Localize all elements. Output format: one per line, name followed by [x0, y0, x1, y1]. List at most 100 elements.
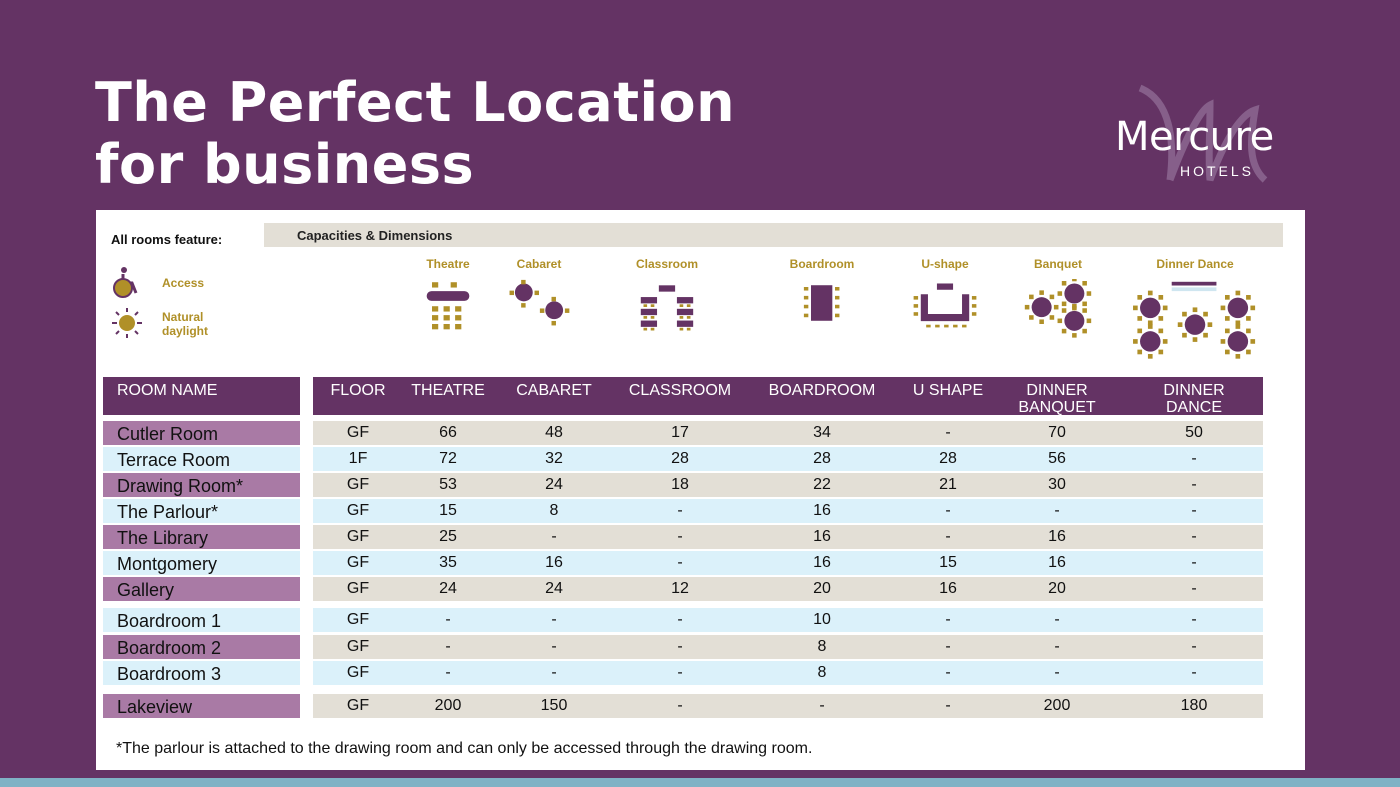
table-cell: -: [677, 697, 683, 714]
table-cell: 22: [813, 476, 831, 493]
access-label: Access: [162, 276, 205, 290]
table-cell: 16: [1048, 554, 1066, 571]
table-cell: 200: [434, 697, 462, 714]
logo-m-mark-icon: [1138, 84, 1268, 183]
table-cell: 180: [1180, 697, 1208, 714]
table-cell: 24: [545, 476, 563, 493]
mercure-logo: Mercure HOTELS: [1110, 80, 1320, 185]
table-cell: 24: [439, 580, 457, 597]
layout-banquet: Banquet: [1020, 257, 1096, 339]
title-line-1: The Perfect Location: [95, 71, 736, 134]
table-cell: GF: [346, 554, 370, 571]
theatre-layout-icon: [426, 282, 470, 330]
table-cell: GF: [346, 638, 370, 655]
table-cell: -: [677, 664, 683, 681]
table-cell: 16: [939, 580, 957, 597]
table-cell: GF: [346, 476, 370, 493]
table-cell: -: [551, 528, 557, 545]
daylight-label-1: Natural: [162, 310, 204, 324]
table-cell: -: [1191, 554, 1197, 571]
layout-label: Banquet: [1034, 257, 1082, 271]
table-cell: GF: [346, 424, 370, 441]
table-cell: 50: [1185, 424, 1203, 441]
layout-theatre: Theatre: [424, 257, 472, 337]
table-cell: -: [677, 554, 683, 571]
table-row: GF 25 - - 16 - 16 -: [313, 525, 1263, 549]
table-cell: 25: [439, 528, 457, 545]
capacity-card: All rooms feature: Capacities & Dimensio…: [96, 210, 1305, 770]
table-cell: -: [945, 502, 951, 519]
table-cell: 16: [813, 554, 831, 571]
table-cell: 32: [545, 450, 563, 467]
table-cell: 24: [545, 580, 563, 597]
table-cell: -: [945, 697, 951, 714]
column-header: U SHAPE: [912, 382, 984, 399]
column-header: DINNER DANCE: [1163, 382, 1225, 416]
table-cell: 8: [817, 664, 827, 681]
table-row: GF 35 16 - 16 15 16 -: [313, 551, 1263, 575]
table-cell: 8: [817, 638, 827, 655]
sun-icon: [112, 308, 142, 338]
banquet-layout-icon: [1024, 279, 1092, 338]
table-cell: -: [945, 424, 951, 441]
column-header: DINNER BANQUET: [1018, 382, 1096, 416]
access-legend: Access: [110, 267, 204, 302]
capacities-title: Capacities & Dimensions: [264, 223, 1283, 247]
room-name: Boardroom 2: [103, 635, 300, 659]
boardroom-layout-icon: [804, 285, 840, 321]
table-cell: GF: [346, 580, 370, 597]
table-row: GF 53 24 18 22 21 30 -: [313, 473, 1263, 497]
column-header: CABARET: [516, 382, 592, 399]
table-cell: 35: [439, 554, 457, 571]
table-cell: -: [1191, 638, 1197, 655]
table-cell: -: [551, 638, 557, 655]
table-cell: -: [551, 611, 557, 628]
table-cell: 20: [813, 580, 831, 597]
table-cell: 66: [439, 424, 457, 441]
column-header: CLASSROOM: [628, 382, 732, 399]
room-name: The Library: [103, 525, 300, 549]
table-cell: 28: [813, 450, 831, 467]
table-cell: -: [1054, 502, 1060, 519]
table-header: FLOOR THEATRE CABARET CLASSROOM BOARDROOM U S…: [313, 377, 1263, 416]
dinner-dance-layout-icon: [1133, 281, 1256, 359]
table-cell: -: [551, 664, 557, 681]
table-cell: 28: [671, 450, 689, 467]
table-row: GF - - - 8 - - -: [313, 661, 1263, 685]
table-cell: 12: [671, 580, 689, 597]
column-header: THEATRE: [411, 382, 485, 399]
table-cell: -: [1191, 502, 1197, 519]
daylight-label-2: daylight: [162, 324, 209, 338]
layout-classroom: Classroom: [636, 257, 698, 335]
table-row: GF 66 48 17 34 - 70 50: [313, 421, 1263, 445]
table-cell: -: [677, 528, 683, 545]
room-name: Drawing Room*: [103, 473, 300, 497]
table-cell: -: [1191, 580, 1197, 597]
room-name: Gallery: [103, 577, 300, 601]
layout-label: Theatre: [426, 257, 470, 271]
cabaret-layout-icon: [509, 279, 570, 326]
room-name: Montgomery: [103, 551, 300, 575]
table-cell: 8: [549, 502, 559, 519]
table-cell: 15: [439, 502, 457, 519]
table-cell: 48: [545, 424, 563, 441]
table-cell: 28: [939, 450, 957, 467]
table-cell: -: [945, 664, 951, 681]
bottom-bar: [0, 778, 1400, 787]
layout-label: Boardroom: [789, 257, 855, 271]
table-cell: GF: [346, 664, 370, 681]
table-cell: 15: [939, 554, 957, 571]
table-cell: -: [945, 638, 951, 655]
table-cell: -: [1054, 664, 1060, 681]
table-cell: -: [1191, 528, 1197, 545]
layout-boardroom: Boardroom: [789, 257, 855, 327]
table-cell: 16: [813, 528, 831, 545]
table-row: GF - - - 10 - - -: [313, 608, 1263, 632]
table-cell: 53: [439, 476, 457, 493]
column-header: BOARDROOM: [768, 382, 876, 399]
layout-dinner-dance: Dinner Dance: [1125, 257, 1265, 361]
table-cell: 16: [545, 554, 563, 571]
table-cell: 72: [439, 450, 457, 467]
room-name: Lakeview: [103, 694, 300, 718]
room-name: Cutler Room: [103, 421, 300, 445]
